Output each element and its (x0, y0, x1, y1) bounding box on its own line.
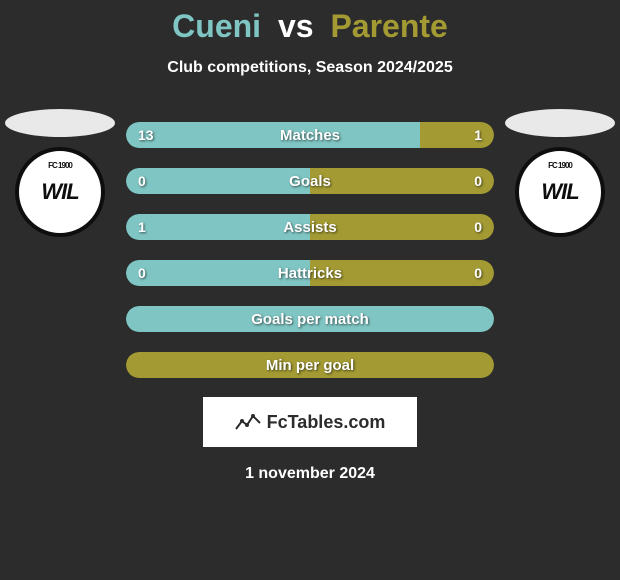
club-logo-left: FC 1900 WIL (15, 147, 105, 237)
stat-label: Goals per match (126, 306, 494, 332)
chart-area: FC 1900 WIL FC 1900 WIL 131Matches 00Goal… (0, 121, 620, 483)
watermark-text: FcTables.com (267, 412, 386, 433)
stat-label: Assists (126, 214, 494, 240)
stat-row: 131Matches (125, 121, 495, 149)
stat-row: 10Assists (125, 213, 495, 241)
player1-name: Cueni (172, 8, 261, 44)
stat-row: 00Hattricks (125, 259, 495, 287)
club-logo-right: FC 1900 WIL (515, 147, 605, 237)
stat-label: Min per goal (126, 352, 494, 378)
player1-crest: FC 1900 WIL (0, 109, 120, 234)
subtitle: Club competitions, Season 2024/2025 (0, 59, 620, 77)
stat-label: Matches (126, 122, 494, 148)
player2-oval (505, 109, 615, 137)
stat-row: Goals per match (125, 305, 495, 333)
logo-fc-text-right: FC 1900 (548, 161, 572, 170)
logo-text-left: WIL (41, 179, 78, 205)
player2-logo: FC 1900 WIL (510, 149, 610, 234)
player1-logo: FC 1900 WIL (10, 149, 110, 234)
player2-name: Parente (330, 8, 447, 44)
title: Cueni vs Parente (0, 8, 620, 45)
comparison-card: Cueni vs Parente Club competitions, Seas… (0, 0, 620, 580)
stat-row: 00Goals (125, 167, 495, 195)
stat-row: Min per goal (125, 351, 495, 379)
stat-label: Goals (126, 168, 494, 194)
vs-text: vs (278, 8, 314, 44)
stat-label: Hattricks (126, 260, 494, 286)
stat-rows: 131Matches 00Goals 10Assists 00Hattricks Goa… (125, 121, 495, 379)
watermark-icon (235, 411, 261, 433)
date-text: 1 november 2024 (0, 465, 620, 483)
logo-fc-text-left: FC 1900 (48, 161, 72, 170)
logo-text-right: WIL (541, 179, 578, 205)
player1-oval (5, 109, 115, 137)
player2-crest: FC 1900 WIL (500, 109, 620, 234)
watermark: FcTables.com (203, 397, 417, 447)
